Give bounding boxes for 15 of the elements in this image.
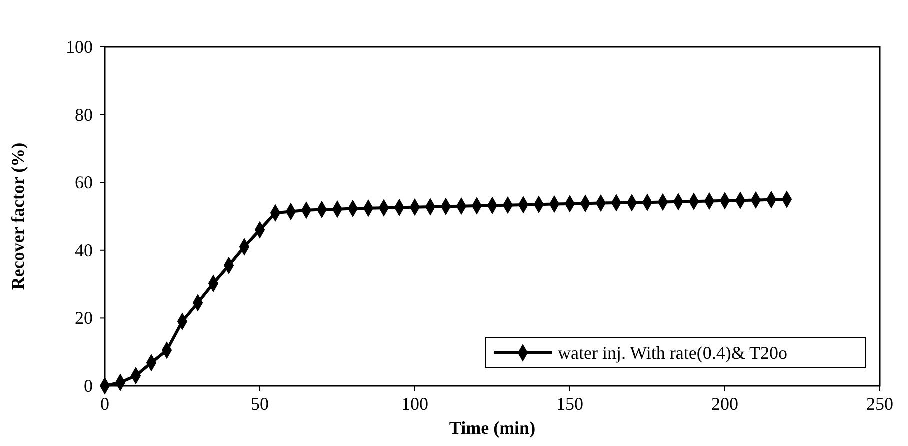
y-tick-label: 100 bbox=[66, 37, 93, 57]
y-tick-label: 0 bbox=[84, 376, 93, 396]
y-tick-label: 40 bbox=[75, 240, 93, 260]
legend-label: water inj. With rate(0.4)& T20o bbox=[558, 343, 788, 363]
y-tick-label: 80 bbox=[75, 104, 93, 125]
x-tick-label: 0 bbox=[100, 394, 110, 414]
x-tick-label: 200 bbox=[712, 394, 738, 414]
x-tick-label: 250 bbox=[866, 394, 894, 414]
x-tick-label: 50 bbox=[251, 394, 269, 414]
x-tick-label: 150 bbox=[556, 394, 584, 414]
y-tick-label: 60 bbox=[75, 172, 93, 193]
x-tick-label: 100 bbox=[402, 394, 428, 414]
x-axis-title: Time (min) bbox=[449, 418, 536, 438]
y-axis-title: Recover factor (%) bbox=[8, 142, 28, 290]
y-tick-label: 20 bbox=[75, 308, 93, 328]
